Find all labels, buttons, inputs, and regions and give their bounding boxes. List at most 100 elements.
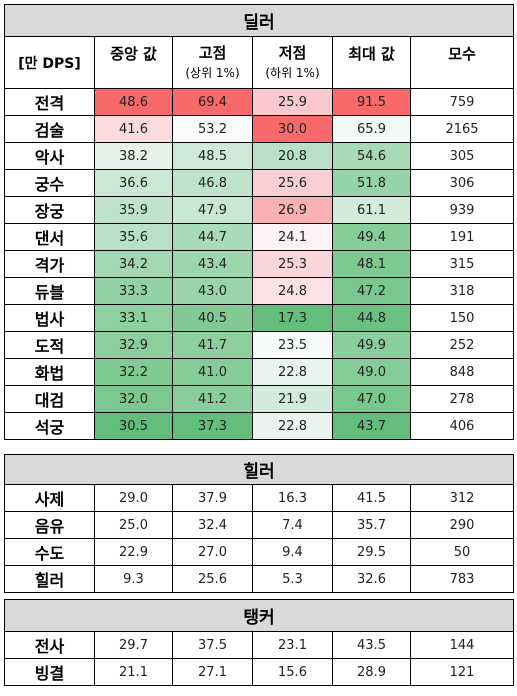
class-name-cell: 검술 bbox=[4, 115, 95, 143]
median-cell: 9.3 bbox=[94, 565, 173, 593]
max-cell: 47.0 bbox=[332, 385, 411, 413]
class-name-cell: 악사 bbox=[4, 142, 95, 170]
high-cell: 69.4 bbox=[172, 88, 253, 116]
class-name-cell: 석궁 bbox=[4, 412, 95, 440]
class-name-cell: 전사 bbox=[4, 631, 95, 659]
low-cell: 23.5 bbox=[252, 331, 333, 359]
tank-section-title: 탱커 bbox=[3, 599, 515, 632]
class-name-cell: 법사 bbox=[4, 304, 95, 332]
high-cell: 25.6 bbox=[172, 565, 253, 593]
count-cell: 939 bbox=[409, 196, 515, 224]
high-cell: 37.3 bbox=[172, 412, 253, 440]
median-cell: 32.9 bbox=[94, 331, 173, 359]
healer-section-title: 힐러 bbox=[3, 454, 515, 485]
class-name-cell: 격가 bbox=[4, 250, 95, 278]
high-cell: 43.4 bbox=[172, 250, 253, 278]
class-name-cell: 빙결 bbox=[4, 658, 95, 686]
table-row: 장궁 35.9 47.9 26.9 61.1 939 bbox=[4, 196, 515, 224]
table-row: 음유 25.0 32.4 7.4 35.7 290 bbox=[4, 511, 515, 539]
max-cell: 49.9 bbox=[332, 331, 411, 359]
low-cell: 23.1 bbox=[252, 631, 333, 659]
count-cell: 290 bbox=[409, 511, 515, 539]
count-cell: 406 bbox=[409, 412, 515, 440]
count-cell: 759 bbox=[409, 88, 515, 116]
low-cell: 30.0 bbox=[252, 115, 333, 143]
count-cell: 848 bbox=[409, 358, 515, 386]
class-name-cell: 장궁 bbox=[4, 196, 95, 224]
median-cell: 29.7 bbox=[94, 631, 173, 659]
max-cell: 32.6 bbox=[332, 565, 411, 593]
class-name-cell: 대검 bbox=[4, 385, 95, 413]
max-cell: 48.1 bbox=[332, 250, 411, 278]
median-cell: 22.9 bbox=[94, 538, 173, 566]
median-cell: 30.5 bbox=[94, 412, 173, 440]
class-name-cell: 궁수 bbox=[4, 169, 95, 197]
median-cell: 34.2 bbox=[94, 250, 173, 278]
low-cell: 21.9 bbox=[252, 385, 333, 413]
class-name-cell: 전격 bbox=[4, 88, 95, 116]
table-row: 전사 29.7 37.5 23.1 43.5 144 bbox=[4, 631, 515, 659]
class-name-cell: 화법 bbox=[4, 358, 95, 386]
count-cell: 121 bbox=[409, 658, 515, 686]
low-cell: 22.8 bbox=[252, 358, 333, 386]
high-cell: 53.2 bbox=[172, 115, 253, 143]
median-cell: 33.1 bbox=[94, 304, 173, 332]
column-header-low-sub: (하위 1%) bbox=[265, 65, 320, 80]
tank-table: 탱커 전사 29.7 37.5 23.1 43.5 144 빙결 21.1 27.1 15.6 28… bbox=[3, 599, 515, 686]
low-cell: 16.3 bbox=[252, 484, 333, 512]
column-header-high-sub: (상위 1%) bbox=[185, 65, 240, 80]
low-cell: 25.9 bbox=[252, 88, 333, 116]
dealer-section-title: 딜러 bbox=[3, 4, 515, 37]
low-cell: 5.3 bbox=[252, 565, 333, 593]
table-row: 도적 32.9 41.7 23.5 49.9 252 bbox=[4, 331, 515, 359]
median-cell: 33.3 bbox=[94, 277, 173, 305]
table-row: 댄서 35.6 44.7 24.1 49.4 191 bbox=[4, 223, 515, 251]
low-cell: 17.3 bbox=[252, 304, 333, 332]
median-cell: 29.0 bbox=[94, 484, 173, 512]
class-name-cell: 댄서 bbox=[4, 223, 95, 251]
max-cell: 29.5 bbox=[332, 538, 411, 566]
high-cell: 27.1 bbox=[172, 658, 253, 686]
low-cell: 25.3 bbox=[252, 250, 333, 278]
table-row: 악사 38.2 48.5 20.8 54.6 305 bbox=[4, 142, 515, 170]
median-cell: 36.6 bbox=[94, 169, 173, 197]
median-cell: 32.2 bbox=[94, 358, 173, 386]
table-row: 전격 48.6 69.4 25.9 91.5 759 bbox=[4, 88, 515, 116]
table-row: 사제 29.0 37.9 16.3 41.5 312 bbox=[4, 484, 515, 512]
healer-table: 힐러 사제 29.0 37.9 16.3 41.5 312 음유 25.0 32.4 7.4 35.… bbox=[3, 454, 515, 593]
high-cell: 44.7 bbox=[172, 223, 253, 251]
high-cell: 27.0 bbox=[172, 538, 253, 566]
low-cell: 24.1 bbox=[252, 223, 333, 251]
high-cell: 46.8 bbox=[172, 169, 253, 197]
median-cell: 35.6 bbox=[94, 223, 173, 251]
low-cell: 22.8 bbox=[252, 412, 333, 440]
count-cell: 144 bbox=[409, 631, 515, 659]
class-name-cell: 도적 bbox=[4, 331, 95, 359]
count-cell: 278 bbox=[409, 385, 515, 413]
max-cell: 35.7 bbox=[332, 511, 411, 539]
high-cell: 32.4 bbox=[172, 511, 253, 539]
dealer-table: 딜러 [만 DPS] 중앙 값 고점 (상위 1%) 저점 (하위 1%) 최대 값… bbox=[3, 4, 515, 440]
max-cell: 41.5 bbox=[332, 484, 411, 512]
table-row: 석궁 30.5 37.3 22.8 43.7 406 bbox=[4, 412, 515, 440]
count-cell: 318 bbox=[409, 277, 515, 305]
median-cell: 35.9 bbox=[94, 196, 173, 224]
max-cell: 54.6 bbox=[332, 142, 411, 170]
high-cell: 41.7 bbox=[172, 331, 253, 359]
column-header-low-label: 저점 bbox=[278, 43, 307, 62]
table-row: 궁수 36.6 46.8 25.6 51.8 306 bbox=[4, 169, 515, 197]
max-cell: 61.1 bbox=[332, 196, 411, 224]
count-cell: 315 bbox=[409, 250, 515, 278]
max-cell: 47.2 bbox=[332, 277, 411, 305]
count-cell: 191 bbox=[409, 223, 515, 251]
count-cell: 150 bbox=[409, 304, 515, 332]
high-cell: 37.9 bbox=[172, 484, 253, 512]
column-header-median: 중앙 값 bbox=[94, 36, 173, 89]
max-cell: 43.7 bbox=[332, 412, 411, 440]
median-cell: 41.6 bbox=[94, 115, 173, 143]
low-cell: 25.6 bbox=[252, 169, 333, 197]
column-header-low: 저점 (하위 1%) bbox=[252, 36, 333, 89]
high-cell: 47.9 bbox=[172, 196, 253, 224]
count-cell: 50 bbox=[409, 538, 515, 566]
